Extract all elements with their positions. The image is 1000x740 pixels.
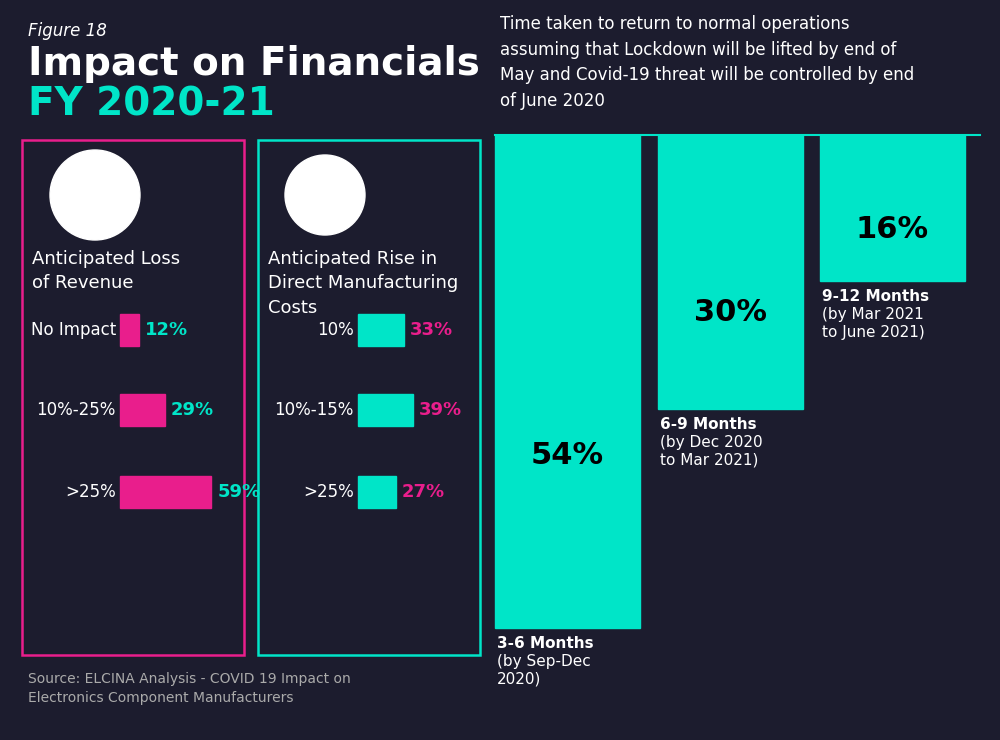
Text: 10%-25%: 10%-25% (37, 401, 116, 419)
Text: 2020): 2020) (497, 672, 541, 687)
Bar (120, 476, 211, 508)
Text: 29%: 29% (171, 401, 214, 419)
Text: 12%: 12% (145, 321, 188, 339)
Text: (by Mar 2021: (by Mar 2021 (822, 307, 924, 322)
Text: 10%: 10% (317, 321, 354, 339)
Text: Impact on Financials: Impact on Financials (28, 45, 480, 83)
Text: Anticipated Loss
of Revenue: Anticipated Loss of Revenue (32, 250, 180, 292)
Circle shape (50, 150, 140, 240)
Text: FY 2020-21: FY 2020-21 (28, 85, 275, 123)
Text: Time taken to return to normal operations
assuming that Lockdown will be lifted : Time taken to return to normal operation… (500, 15, 914, 110)
Text: 6-9 Months: 6-9 Months (660, 417, 757, 431)
Text: to June 2021): to June 2021) (822, 325, 925, 340)
Text: 30%: 30% (694, 298, 767, 327)
Text: to Mar 2021): to Mar 2021) (660, 453, 758, 468)
Bar (358, 476, 396, 508)
Text: >25%: >25% (303, 483, 354, 501)
Text: 54%: 54% (531, 441, 604, 470)
Text: (by Sep-Dec: (by Sep-Dec (497, 653, 591, 669)
Bar (495, 135, 640, 628)
Text: 59%: 59% (217, 483, 261, 501)
Bar (258, 140, 480, 655)
Text: Source: ELCINA Analysis - COVID 19 Impact on
Electronics Component Manufacturers: Source: ELCINA Analysis - COVID 19 Impac… (28, 671, 351, 705)
Bar (820, 135, 965, 281)
Text: 27%: 27% (402, 483, 445, 501)
Text: 3-6 Months: 3-6 Months (497, 636, 594, 650)
Text: Figure 18: Figure 18 (28, 22, 107, 40)
Bar (120, 314, 139, 346)
Bar (120, 394, 165, 426)
Text: 16%: 16% (856, 215, 929, 244)
Bar (358, 394, 413, 426)
Bar (358, 314, 404, 346)
Text: Anticipated Rise in
Direct Manufacturing
Costs: Anticipated Rise in Direct Manufacturing… (268, 250, 458, 317)
Text: No Impact: No Impact (31, 321, 116, 339)
Text: 33%: 33% (410, 321, 453, 339)
Text: 39%: 39% (419, 401, 462, 419)
Text: 10%-15%: 10%-15% (275, 401, 354, 419)
Bar (22, 140, 244, 655)
Circle shape (285, 155, 365, 235)
Text: >25%: >25% (65, 483, 116, 501)
Bar (658, 135, 803, 408)
Text: 9-12 Months: 9-12 Months (822, 289, 929, 304)
Text: (by Dec 2020: (by Dec 2020 (660, 434, 763, 450)
